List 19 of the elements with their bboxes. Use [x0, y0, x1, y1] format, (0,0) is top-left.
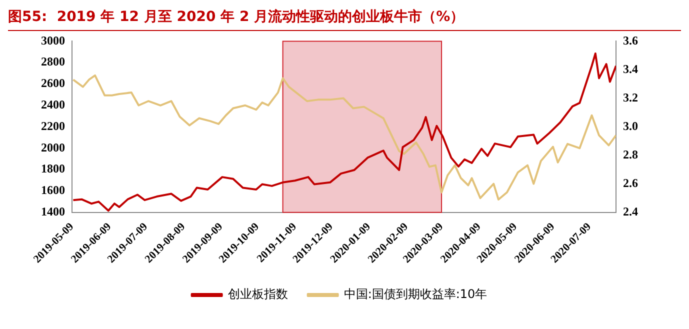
- y2-tick-label: 3.6: [623, 33, 638, 48]
- y2-tick-label: 3.4: [623, 62, 638, 76]
- legend-label: 中国:国债到期收益率:10年: [344, 287, 488, 302]
- y2-tick-label: 2.4: [623, 204, 638, 218]
- y-tick-label: 2400: [41, 97, 65, 112]
- y2-tick-label: 3.2: [623, 90, 638, 104]
- y-tick-label: 3000: [41, 33, 65, 48]
- y-tick-label: 2600: [41, 76, 65, 90]
- y-tick-label: 1400: [41, 204, 65, 218]
- y-tick-label: 2200: [41, 118, 65, 133]
- y2-tick-label: 2.8: [623, 147, 638, 162]
- y-tick-label: 1600: [41, 183, 65, 198]
- y2-tick-label: 3.0: [623, 118, 638, 133]
- y-tick-label: 2800: [41, 54, 65, 69]
- y-tick-label: 1800: [41, 162, 65, 176]
- y2-tick-label: 2.6: [623, 176, 638, 190]
- chart-title: 图55: 2019 年 12 月至 2020 年 2 月流动性驱动的创业板牛市（%）: [8, 8, 681, 31]
- y-tick-label: 2000: [41, 140, 65, 154]
- legend-label: 创业板指数: [228, 287, 288, 302]
